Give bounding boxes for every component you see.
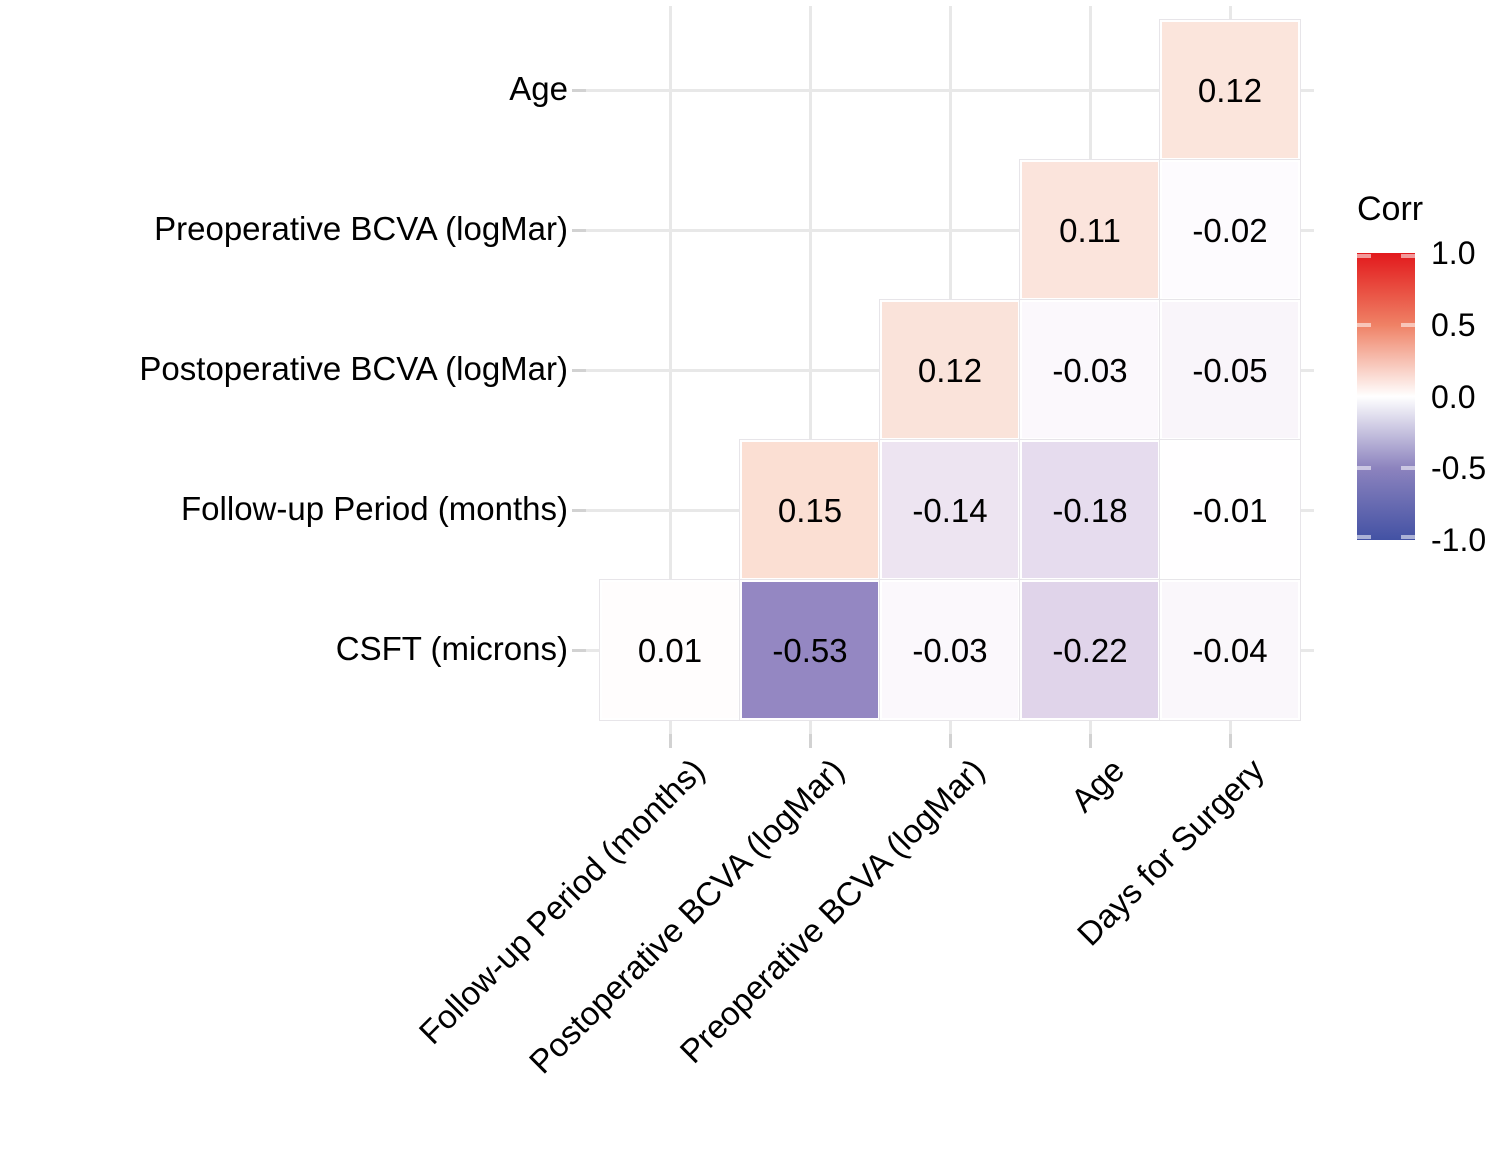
axis-tick: [948, 734, 952, 748]
legend-title: Corr: [1357, 190, 1424, 228]
heatmap-cell: -0.14: [880, 440, 1020, 580]
colorbar-tick: [1401, 254, 1415, 258]
cell-value: -0.01: [1192, 491, 1268, 529]
axis-tick: [1228, 734, 1232, 748]
heatmap-cell: -0.53: [740, 580, 880, 720]
colorbar-tick: [1357, 254, 1371, 258]
heatmap-cell: -0.05: [1160, 300, 1300, 440]
heatmap-cell: 0.12: [880, 300, 1020, 440]
heatmap-cell: -0.04: [1160, 580, 1300, 720]
colorbar-tick: [1401, 322, 1415, 327]
legend-colorbar: [1357, 253, 1415, 540]
legend-tick-label: 0.0: [1431, 378, 1476, 415]
y-axis-label: Postoperative BCVA (logMar): [139, 350, 568, 388]
axis-tick: [572, 648, 586, 652]
axis-tick: [808, 734, 812, 748]
heatmap-cell: -0.01: [1160, 440, 1300, 580]
heatmap-cell: -0.02: [1160, 160, 1300, 300]
heatmap-cell: 0.11: [1020, 160, 1160, 300]
cell-value: -0.03: [912, 631, 988, 669]
colorbar-tick: [1357, 466, 1371, 471]
cell-value: -0.14: [912, 491, 988, 529]
cell-value: -0.53: [772, 631, 848, 669]
heatmap-cell: 0.15: [740, 440, 880, 580]
axis-tick: [572, 508, 586, 512]
axis-tick: [572, 368, 586, 372]
y-axis-label: Preoperative BCVA (logMar): [154, 210, 568, 248]
x-axis-label: Age: [1063, 751, 1132, 819]
grid-line-horizontal: [586, 228, 1314, 232]
legend-tick-label: 0.5: [1431, 306, 1476, 343]
cell-value: -0.03: [1052, 351, 1128, 389]
plot-panel: 0.12 0.11 -0.02 0.12 -0.03 -0.05 0.15 -0.14 -0.1…: [586, 6, 1314, 734]
cell-value: -0.18: [1052, 491, 1128, 529]
cell-value: 0.12: [917, 351, 983, 389]
colorbar-tick: [1357, 535, 1371, 539]
y-axis-label: Follow-up Period (months): [181, 490, 568, 528]
axis-tick: [572, 88, 586, 92]
cell-value: 0.01: [637, 631, 703, 669]
y-axis-label: Age: [509, 70, 568, 108]
cell-value: 0.15: [777, 491, 843, 529]
colorbar-tick: [1357, 322, 1371, 327]
heatmap-cell: -0.03: [1020, 300, 1160, 440]
x-axis-label: Preoperative BCVA (logMar): [672, 751, 992, 1071]
cell-value: -0.22: [1052, 631, 1128, 669]
heatmap-cell: -0.18: [1020, 440, 1160, 580]
x-axis-label: Follow-up Period (months): [411, 751, 712, 1052]
axis-tick: [668, 734, 672, 748]
legend-tick-label: -1.0: [1431, 522, 1487, 558]
heatmap-cell: 0.01: [600, 580, 740, 720]
legend-tick-label: -0.5: [1431, 450, 1487, 487]
heatmap-cell: -0.03: [880, 580, 1020, 720]
cell-value: 0.11: [1059, 211, 1121, 249]
cell-value: -0.02: [1192, 211, 1268, 249]
grid-line-horizontal: [586, 88, 1314, 92]
colorbar-tick: [1401, 535, 1415, 539]
cell-value: 0.12: [1197, 71, 1263, 109]
y-axis-label: CSFT (microns): [335, 630, 568, 668]
axis-tick: [1088, 734, 1092, 748]
legend-tick-label: 1.0: [1431, 235, 1476, 271]
axis-tick: [572, 228, 586, 232]
cell-value: -0.05: [1192, 351, 1268, 389]
cell-value: -0.04: [1192, 631, 1268, 669]
colorbar-tick: [1401, 466, 1415, 471]
heatmap-cell: -0.22: [1020, 580, 1160, 720]
heatmap-cell: 0.12: [1160, 20, 1300, 160]
